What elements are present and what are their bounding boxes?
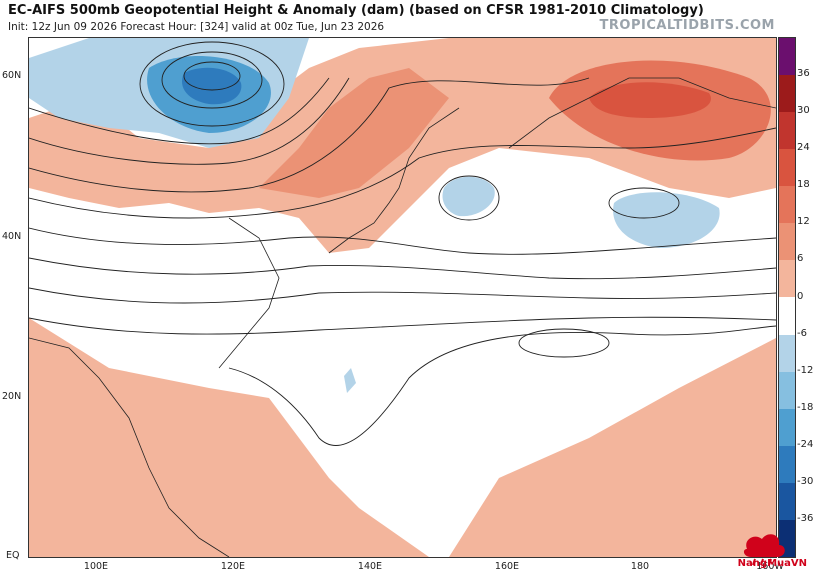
colorbar: [778, 37, 796, 558]
anomaly-cold-pacific-2: [613, 192, 720, 248]
coastline: [328, 107, 460, 254]
chart-subtitle: Init: 12z Jun 09 2026 Forecast Hour: [32…: [8, 21, 385, 33]
colorbar-label: 6: [797, 253, 804, 265]
coastline: [508, 77, 776, 149]
colorbar-label: 30: [797, 105, 810, 117]
colorbar-label: -24: [797, 438, 814, 450]
coastline: [29, 337, 230, 557]
height-contours: [29, 41, 776, 446]
chart-title: EC-AIFS 500mb Geopotential Height & Anom…: [8, 3, 704, 18]
colorbar-label: 36: [797, 68, 810, 80]
lon-label-140e: 140E: [357, 561, 383, 572]
anomaly-cold-center: [181, 67, 242, 105]
colorbar-swatch: [779, 482, 795, 520]
colorbar-label: -6: [797, 327, 807, 339]
anomaly-warm-region-se: [449, 338, 776, 557]
colorbar-label: 12: [797, 216, 810, 228]
colorbar-label: -30: [797, 475, 814, 487]
colorbar-label: -36: [797, 512, 814, 524]
colorbar-swatch: [779, 223, 795, 261]
colorbar-swatch: [779, 260, 795, 298]
lon-label-160w: 160W: [756, 561, 784, 572]
lat-label-60n: 60N: [2, 70, 22, 81]
lon-label-100e: 100E: [83, 561, 109, 572]
colorbar-swatch: [779, 186, 795, 224]
nangmuavn-logo: [743, 534, 785, 566]
lat-label-eq: EQ: [6, 550, 20, 561]
colorbar-swatch: [779, 334, 795, 372]
anomaly-warm-core-pacific: [589, 82, 711, 118]
map-panel: [28, 37, 777, 558]
lat-label-40n: 40N: [2, 231, 22, 242]
anomaly-warm-region-south: [29, 318, 429, 557]
brand-watermark: TROPICALTIDBITS.COM: [599, 18, 775, 33]
colorbar-swatch: [779, 149, 795, 187]
lon-label-160e: 160E: [494, 561, 520, 572]
colorbar-label: 18: [797, 179, 810, 191]
colorbar-label: 0: [797, 290, 804, 302]
anomaly-cold-pacific-1: [442, 176, 495, 217]
anomaly-cold-pacific-3: [344, 368, 356, 393]
map-svg: [29, 38, 776, 557]
lon-label-120e: 120E: [220, 561, 246, 572]
colorbar-swatch: [779, 112, 795, 150]
lat-label-20n: 20N: [2, 391, 22, 402]
colorbar-swatch: [779, 408, 795, 446]
colorbar-label: -12: [797, 364, 814, 376]
lon-label-180: 180: [630, 561, 650, 572]
colorbar-label: -18: [797, 401, 814, 413]
colorbar-swatch: [779, 445, 795, 483]
colorbar-swatch: [779, 371, 795, 409]
coastline: [218, 217, 280, 369]
colorbar-swatch: [779, 75, 795, 113]
colorbar-label: 24: [797, 142, 810, 154]
logo-text: NangMuaVN: [737, 558, 807, 569]
colorbar-swatch: [779, 297, 795, 335]
colorbar-swatch: [779, 38, 795, 76]
